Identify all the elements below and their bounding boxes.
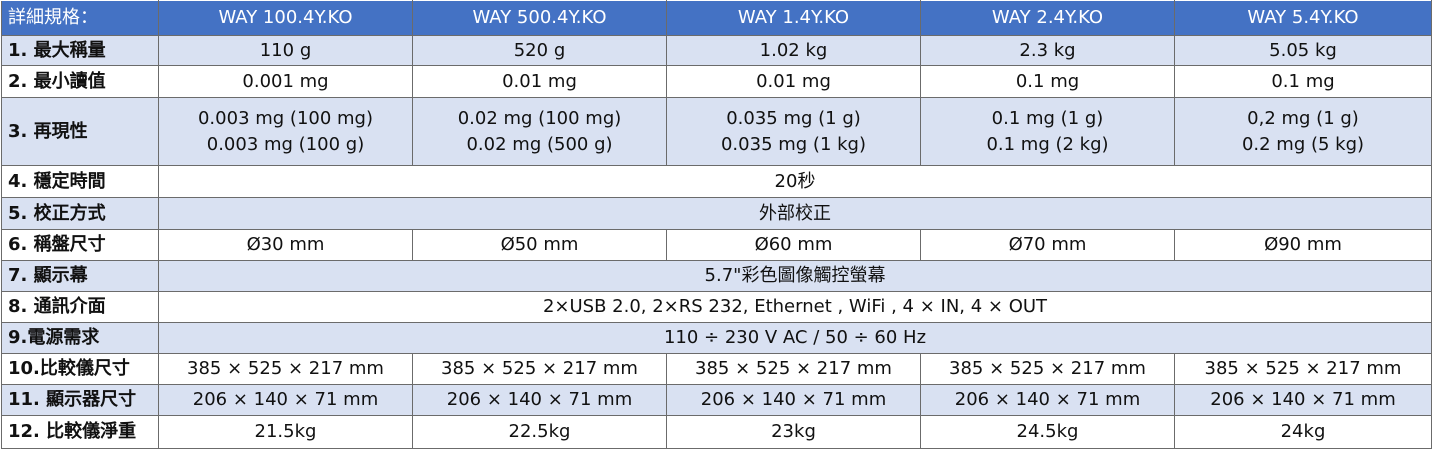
header-cell: 詳細規格： (1, 0, 159, 36)
table-cell: 520 g (412, 35, 667, 66)
table-cell: 0.02 mg (100 mg) 0.02 mg (500 g) (412, 97, 667, 166)
table-cell: 385 × 525 × 217 mm (666, 353, 921, 385)
table-cell: Ø90 mm (1174, 229, 1432, 261)
table-cell: 206 × 140 × 71 mm (666, 384, 921, 416)
table-cell: 5.7"彩色圖像觸控螢幕 (158, 260, 1432, 292)
cell-line: 0.003 mg (100 mg) (197, 107, 374, 129)
row-label: 2. 最小讀值 (1, 65, 159, 98)
table-cell: 0.003 mg (100 mg) 0.003 mg (100 g) (158, 97, 413, 166)
row-label: 1. 最大稱量 (1, 35, 159, 66)
table-cell: 0.01 mg (666, 65, 921, 98)
table-cell: 0.001 mg (158, 65, 413, 98)
table-cell: 206 × 140 × 71 mm (158, 384, 413, 416)
table-cell: 23kg (666, 415, 921, 449)
cell-line: 0.2 mg (5 kg) (1241, 133, 1365, 155)
table-cell: 0.1 mg (1174, 65, 1432, 98)
table-cell: 0.1 mg (920, 65, 1175, 98)
row-label: 7. 顯示幕 (1, 260, 159, 292)
cell-line: 0.1 mg (2 kg) (986, 133, 1109, 155)
cell-line: 0,2 mg (1 g) (1247, 107, 1359, 129)
table-cell: Ø50 mm (412, 229, 667, 261)
row-label: 9.電源需求 (1, 322, 159, 354)
table-cell: 24kg (1174, 415, 1432, 449)
cell-line: 0.1 mg (1 g) (991, 107, 1104, 129)
table-cell: 2.3 kg (920, 35, 1175, 66)
table-cell: 5.05 kg (1174, 35, 1432, 66)
table-row: 4. 穩定時間 20秒 (1, 165, 1432, 198)
table-cell: 0.01 mg (412, 65, 667, 98)
table-row: 9.電源需求 110 ÷ 230 V AC / 50 ÷ 60 Hz (1, 322, 1432, 354)
header-row: 詳細規格： WAY 100.4Y.KO WAY 500.4Y.KO WAY 1.4Y.… (1, 0, 1432, 36)
row-label: 3. 再現性 (1, 97, 159, 166)
table-cell: 1.02 kg (666, 35, 921, 66)
header-cell: WAY 1.4Y.KO (666, 0, 921, 36)
table-row: 6. 稱盤尺寸 Ø30 mm Ø50 mm Ø60 mm Ø70 mm Ø90 mm (1, 229, 1432, 261)
table-cell: 外部校正 (158, 197, 1432, 230)
table-row: 8. 通訊介面 2×USB 2.0, 2×RS 232, Ethernet , W… (1, 291, 1432, 323)
table-row: 2. 最小讀值 0.001 mg 0.01 mg 0.01 mg 0.1 mg 0.1 m… (1, 65, 1432, 98)
table-cell: 206 × 140 × 71 mm (920, 384, 1175, 416)
spec-table: 詳細規格： WAY 100.4Y.KO WAY 500.4Y.KO WAY 1.4Y.… (1, 0, 1432, 449)
row-label: 11. 顯示器尺寸 (1, 384, 159, 416)
table-cell: 22.5kg (412, 415, 667, 449)
header-cell: WAY 5.4Y.KO (1174, 0, 1432, 36)
table-cell: 385 × 525 × 217 mm (1174, 353, 1432, 385)
table-row: 12. 比較儀淨重 21.5kg 22.5kg 23kg 24.5kg 24kg (1, 415, 1432, 449)
table-cell: 385 × 525 × 217 mm (158, 353, 413, 385)
row-label: 6. 稱盤尺寸 (1, 229, 159, 261)
table-row: 3. 再現性 0.003 mg (100 mg) 0.003 mg (100 g) 0… (1, 97, 1432, 166)
table-cell: 24.5kg (920, 415, 1175, 449)
table-row: 5. 校正方式 外部校正 (1, 197, 1432, 230)
table-cell: Ø60 mm (666, 229, 921, 261)
table-cell: Ø70 mm (920, 229, 1175, 261)
table-cell: 385 × 525 × 217 mm (920, 353, 1175, 385)
header-cell: WAY 500.4Y.KO (412, 0, 667, 36)
row-label: 4. 穩定時間 (1, 165, 159, 198)
cell-line: 0.035 mg (1 kg) (720, 133, 866, 155)
table-cell: 21.5kg (158, 415, 413, 449)
table-cell: 385 × 525 × 217 mm (412, 353, 667, 385)
cell-line: 0.003 mg (100 g) (206, 133, 365, 155)
table-cell: 0.035 mg (1 g) 0.035 mg (1 kg) (666, 97, 921, 166)
table-cell: 20秒 (158, 165, 1432, 198)
cell-line: 0.02 mg (500 g) (466, 133, 613, 155)
table-cell: 2×USB 2.0, 2×RS 232, Ethernet , WiFi , 4… (158, 291, 1432, 323)
table-cell: 0,2 mg (1 g) 0.2 mg (5 kg) (1174, 97, 1432, 166)
table-cell: 206 × 140 × 71 mm (412, 384, 667, 416)
row-label: 12. 比較儀淨重 (1, 415, 159, 449)
table-cell: 110 g (158, 35, 413, 66)
row-label: 8. 通訊介面 (1, 291, 159, 323)
row-label: 5. 校正方式 (1, 197, 159, 230)
table-row: 1. 最大稱量 110 g 520 g 1.02 kg 2.3 kg 5.05 kg (1, 35, 1432, 66)
cell-line: 0.035 mg (1 g) (726, 107, 861, 129)
table-cell: 110 ÷ 230 V AC / 50 ÷ 60 Hz (158, 322, 1432, 354)
table-row: 11. 顯示器尺寸 206 × 140 × 71 mm 206 × 140 × 71… (1, 384, 1432, 416)
table-cell: 0.1 mg (1 g) 0.1 mg (2 kg) (920, 97, 1175, 166)
row-label: 10.比較儀尺寸 (1, 353, 159, 385)
table-cell: 206 × 140 × 71 mm (1174, 384, 1432, 416)
table-row: 10.比較儀尺寸 385 × 525 × 217 mm 385 × 525 × 21… (1, 353, 1432, 385)
table-row: 7. 顯示幕 5.7"彩色圖像觸控螢幕 (1, 260, 1432, 292)
header-cell: WAY 2.4Y.KO (920, 0, 1175, 36)
cell-line: 0.02 mg (100 mg) (457, 107, 622, 129)
table-cell: Ø30 mm (158, 229, 413, 261)
header-cell: WAY 100.4Y.KO (158, 0, 413, 36)
